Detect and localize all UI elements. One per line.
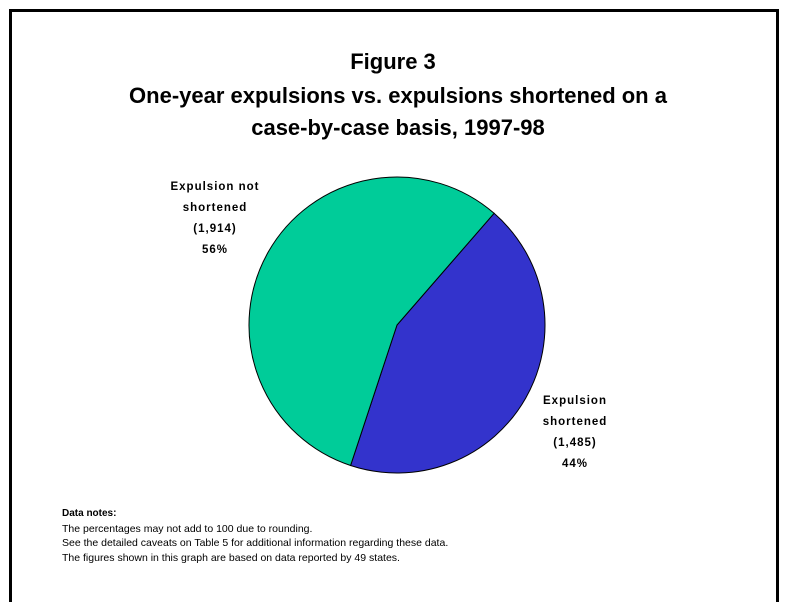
chart-title: Figure 3 (350, 49, 436, 74)
slice-value: (1,914) (193, 223, 237, 235)
slice-label: Expulsion shortened (1,485) 44% (515, 391, 635, 475)
frame (9, 9, 779, 602)
chart-subtitle: One-year expulsions vs. expulsions short… (129, 83, 667, 140)
slice-name: Expulsion shortened (542, 395, 608, 428)
note-line: The percentages may not add to 100 due t… (62, 522, 313, 535)
slice-value: (1,485) (553, 437, 597, 449)
slice-label: Expulsion not shortened (1,914) 56% (150, 177, 280, 261)
notes: Data notes: The percentages may not add … (62, 507, 448, 565)
slice-percent: 56% (201, 244, 229, 256)
pie-slice (349, 212, 546, 474)
page: {"chart_data": { "type": "pie", "title":… (9, 9, 779, 602)
note-line: The figures shown in this graph are base… (62, 551, 400, 564)
note-line: See the detailed caveats on Table 5 for … (62, 537, 449, 549)
chart (248, 176, 546, 474)
notes-title: Data notes: (62, 508, 117, 519)
slice-name: Expulsion not shortened (170, 181, 260, 214)
slice-percent: 44% (561, 458, 589, 470)
pie-slice (248, 176, 495, 467)
